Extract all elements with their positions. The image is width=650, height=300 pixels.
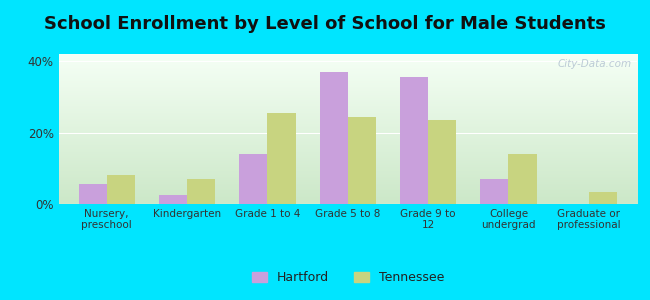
- Bar: [508, 154, 536, 204]
- Bar: [320, 72, 348, 204]
- Bar: [187, 179, 215, 204]
- Legend: Hartford, Tennessee: Hartford, Tennessee: [248, 267, 448, 288]
- Bar: [348, 116, 376, 204]
- Bar: [79, 184, 107, 204]
- Bar: [589, 191, 617, 204]
- Bar: [159, 195, 187, 204]
- Text: City-Data.com: City-Data.com: [557, 58, 631, 68]
- Bar: [107, 176, 135, 204]
- Bar: [267, 113, 296, 204]
- Bar: [239, 154, 267, 204]
- Bar: [428, 120, 456, 204]
- Bar: [480, 179, 508, 204]
- Bar: [400, 77, 428, 204]
- Text: School Enrollment by Level of School for Male Students: School Enrollment by Level of School for…: [44, 15, 606, 33]
